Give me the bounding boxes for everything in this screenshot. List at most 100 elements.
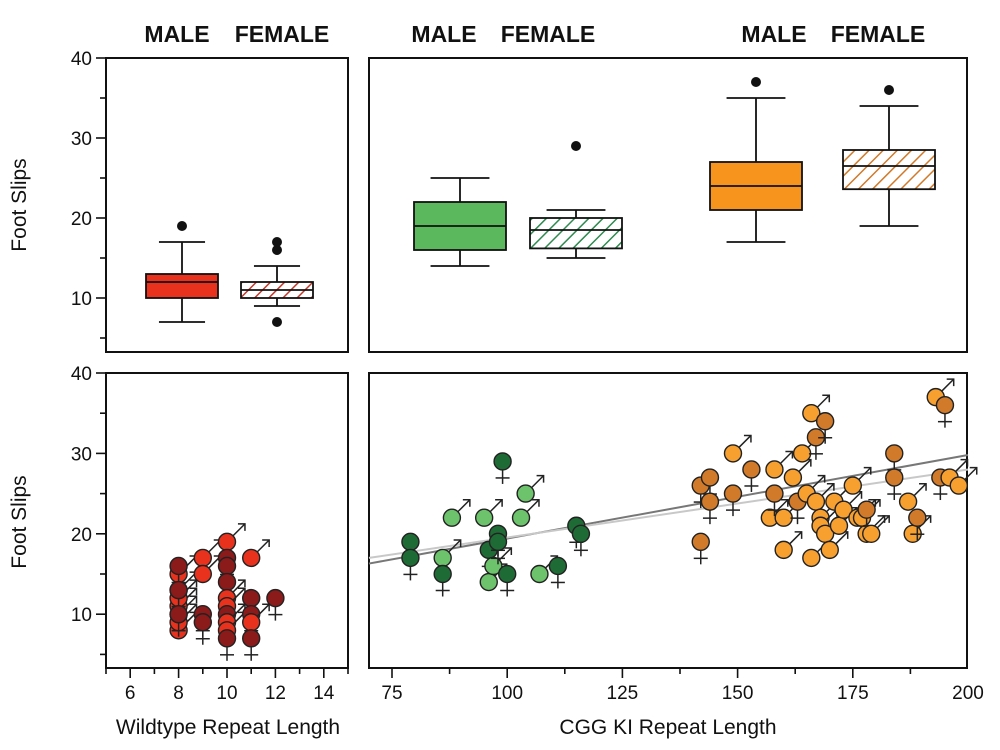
data-point-cgg — [488, 532, 508, 565]
x-tick-label-cgg: 175 — [837, 683, 869, 704]
data-point-cgg — [774, 531, 803, 560]
point-marker — [241, 548, 261, 568]
data-point-cgg — [571, 524, 591, 557]
point-marker — [935, 395, 955, 415]
trend-line-2 — [368, 468, 969, 559]
male-arrow — [779, 450, 793, 465]
header-wt-female: FEMALE — [235, 21, 330, 47]
male-arrow — [489, 499, 503, 513]
point-marker — [217, 556, 237, 576]
male-arrow — [913, 483, 927, 497]
x-tick-label-cgg: 125 — [607, 683, 639, 704]
male-arrow — [526, 499, 540, 513]
box-iqr — [145, 273, 219, 299]
panel-frame-tl — [105, 57, 349, 353]
data-point-cgg — [898, 482, 927, 511]
point-marker — [433, 564, 452, 584]
outlier-point — [571, 141, 581, 151]
male-arrow — [954, 459, 969, 473]
point-marker — [479, 572, 498, 592]
point-marker — [820, 540, 839, 560]
male-arrow — [821, 483, 835, 497]
point-marker — [530, 564, 549, 584]
x-tick-label-wildtype: 12 — [265, 683, 286, 704]
male-arrow-head — [872, 499, 881, 507]
x-tick-label-cgg: 75 — [381, 683, 402, 704]
male-arrow — [531, 475, 545, 489]
data-point-cgg — [700, 492, 720, 525]
data-point-cgg — [742, 460, 761, 492]
data-point-cgg — [783, 458, 812, 487]
data-point-wildtype — [266, 588, 285, 621]
male-arrow-head — [495, 499, 503, 507]
point-marker — [401, 532, 420, 552]
point-marker — [908, 508, 927, 527]
point-marker — [193, 564, 213, 584]
data-point-cgg — [949, 466, 978, 495]
box-cgg-ki-lower-range-male — [413, 177, 507, 267]
data-point-wildtype — [169, 605, 188, 637]
header-ki-high-male: MALE — [741, 21, 806, 47]
point-marker — [885, 444, 904, 463]
trend-line-1 — [368, 454, 969, 565]
point-marker — [949, 476, 968, 495]
data-point-cgg — [834, 490, 863, 519]
data-point-cgg — [723, 484, 743, 517]
outlier-point — [751, 77, 761, 87]
male-arrow — [812, 475, 826, 489]
panel-frame-tr — [368, 57, 968, 353]
data-point-cgg — [935, 395, 955, 428]
male-arrow-head — [504, 547, 513, 556]
y-tick-label-top: 10 — [71, 289, 92, 310]
male-arrow-head — [189, 587, 198, 596]
data-point-cgg — [442, 499, 471, 527]
male-arrow-head — [960, 458, 969, 467]
point-marker — [843, 476, 862, 495]
data-point-cgg — [691, 532, 710, 565]
y-tick-label-bottom: 10 — [71, 605, 92, 626]
point-marker — [169, 605, 188, 624]
point-marker — [857, 500, 876, 519]
male-arrow-head — [863, 466, 872, 475]
male-arrow-head — [189, 595, 198, 604]
box-iqr — [529, 217, 623, 250]
data-point-wildtype — [193, 539, 222, 568]
male-arrow-head — [817, 474, 826, 483]
data-point-cgg — [843, 466, 872, 495]
data-point-wildtype — [217, 629, 237, 661]
male-arrow-head — [237, 579, 246, 588]
male-arrow-head — [794, 531, 803, 539]
point-marker — [774, 508, 793, 527]
point-marker — [834, 500, 853, 519]
data-point-cgg — [885, 468, 904, 501]
data-point-wildtype — [193, 613, 213, 645]
male-arrow-head — [785, 450, 794, 459]
panel-frame-br — [368, 372, 968, 669]
data-point-cgg — [516, 474, 545, 503]
point-marker — [193, 548, 213, 568]
data-point-cgg — [498, 564, 517, 597]
male-arrow-head — [822, 394, 831, 403]
male-arrow — [448, 539, 462, 553]
x-tick-label-wildtype: 14 — [313, 683, 335, 704]
male-arrow — [835, 531, 849, 545]
outlier-point — [272, 317, 282, 327]
point-marker — [241, 629, 261, 648]
male-arrow-head — [946, 378, 955, 387]
data-point-cgg — [474, 499, 503, 527]
x-tick-label-wildtype: 6 — [125, 683, 136, 704]
male-arrow — [232, 523, 246, 537]
y-tick-label-bottom: 40 — [71, 364, 92, 385]
male-arrow-head — [780, 499, 789, 507]
x-tick-label-wildtype: 8 — [173, 683, 184, 704]
point-marker — [571, 524, 591, 543]
point-marker — [498, 564, 517, 584]
data-point-cgg — [548, 556, 568, 589]
point-marker — [765, 484, 784, 503]
data-point-wildtype — [217, 523, 246, 552]
point-marker — [516, 484, 535, 503]
box-cgg-ki-higher-range-male — [709, 77, 803, 243]
data-point-cgg — [815, 412, 835, 444]
y-tick-label-top: 40 — [71, 49, 92, 70]
x-tick-label-cgg: 150 — [722, 683, 754, 704]
